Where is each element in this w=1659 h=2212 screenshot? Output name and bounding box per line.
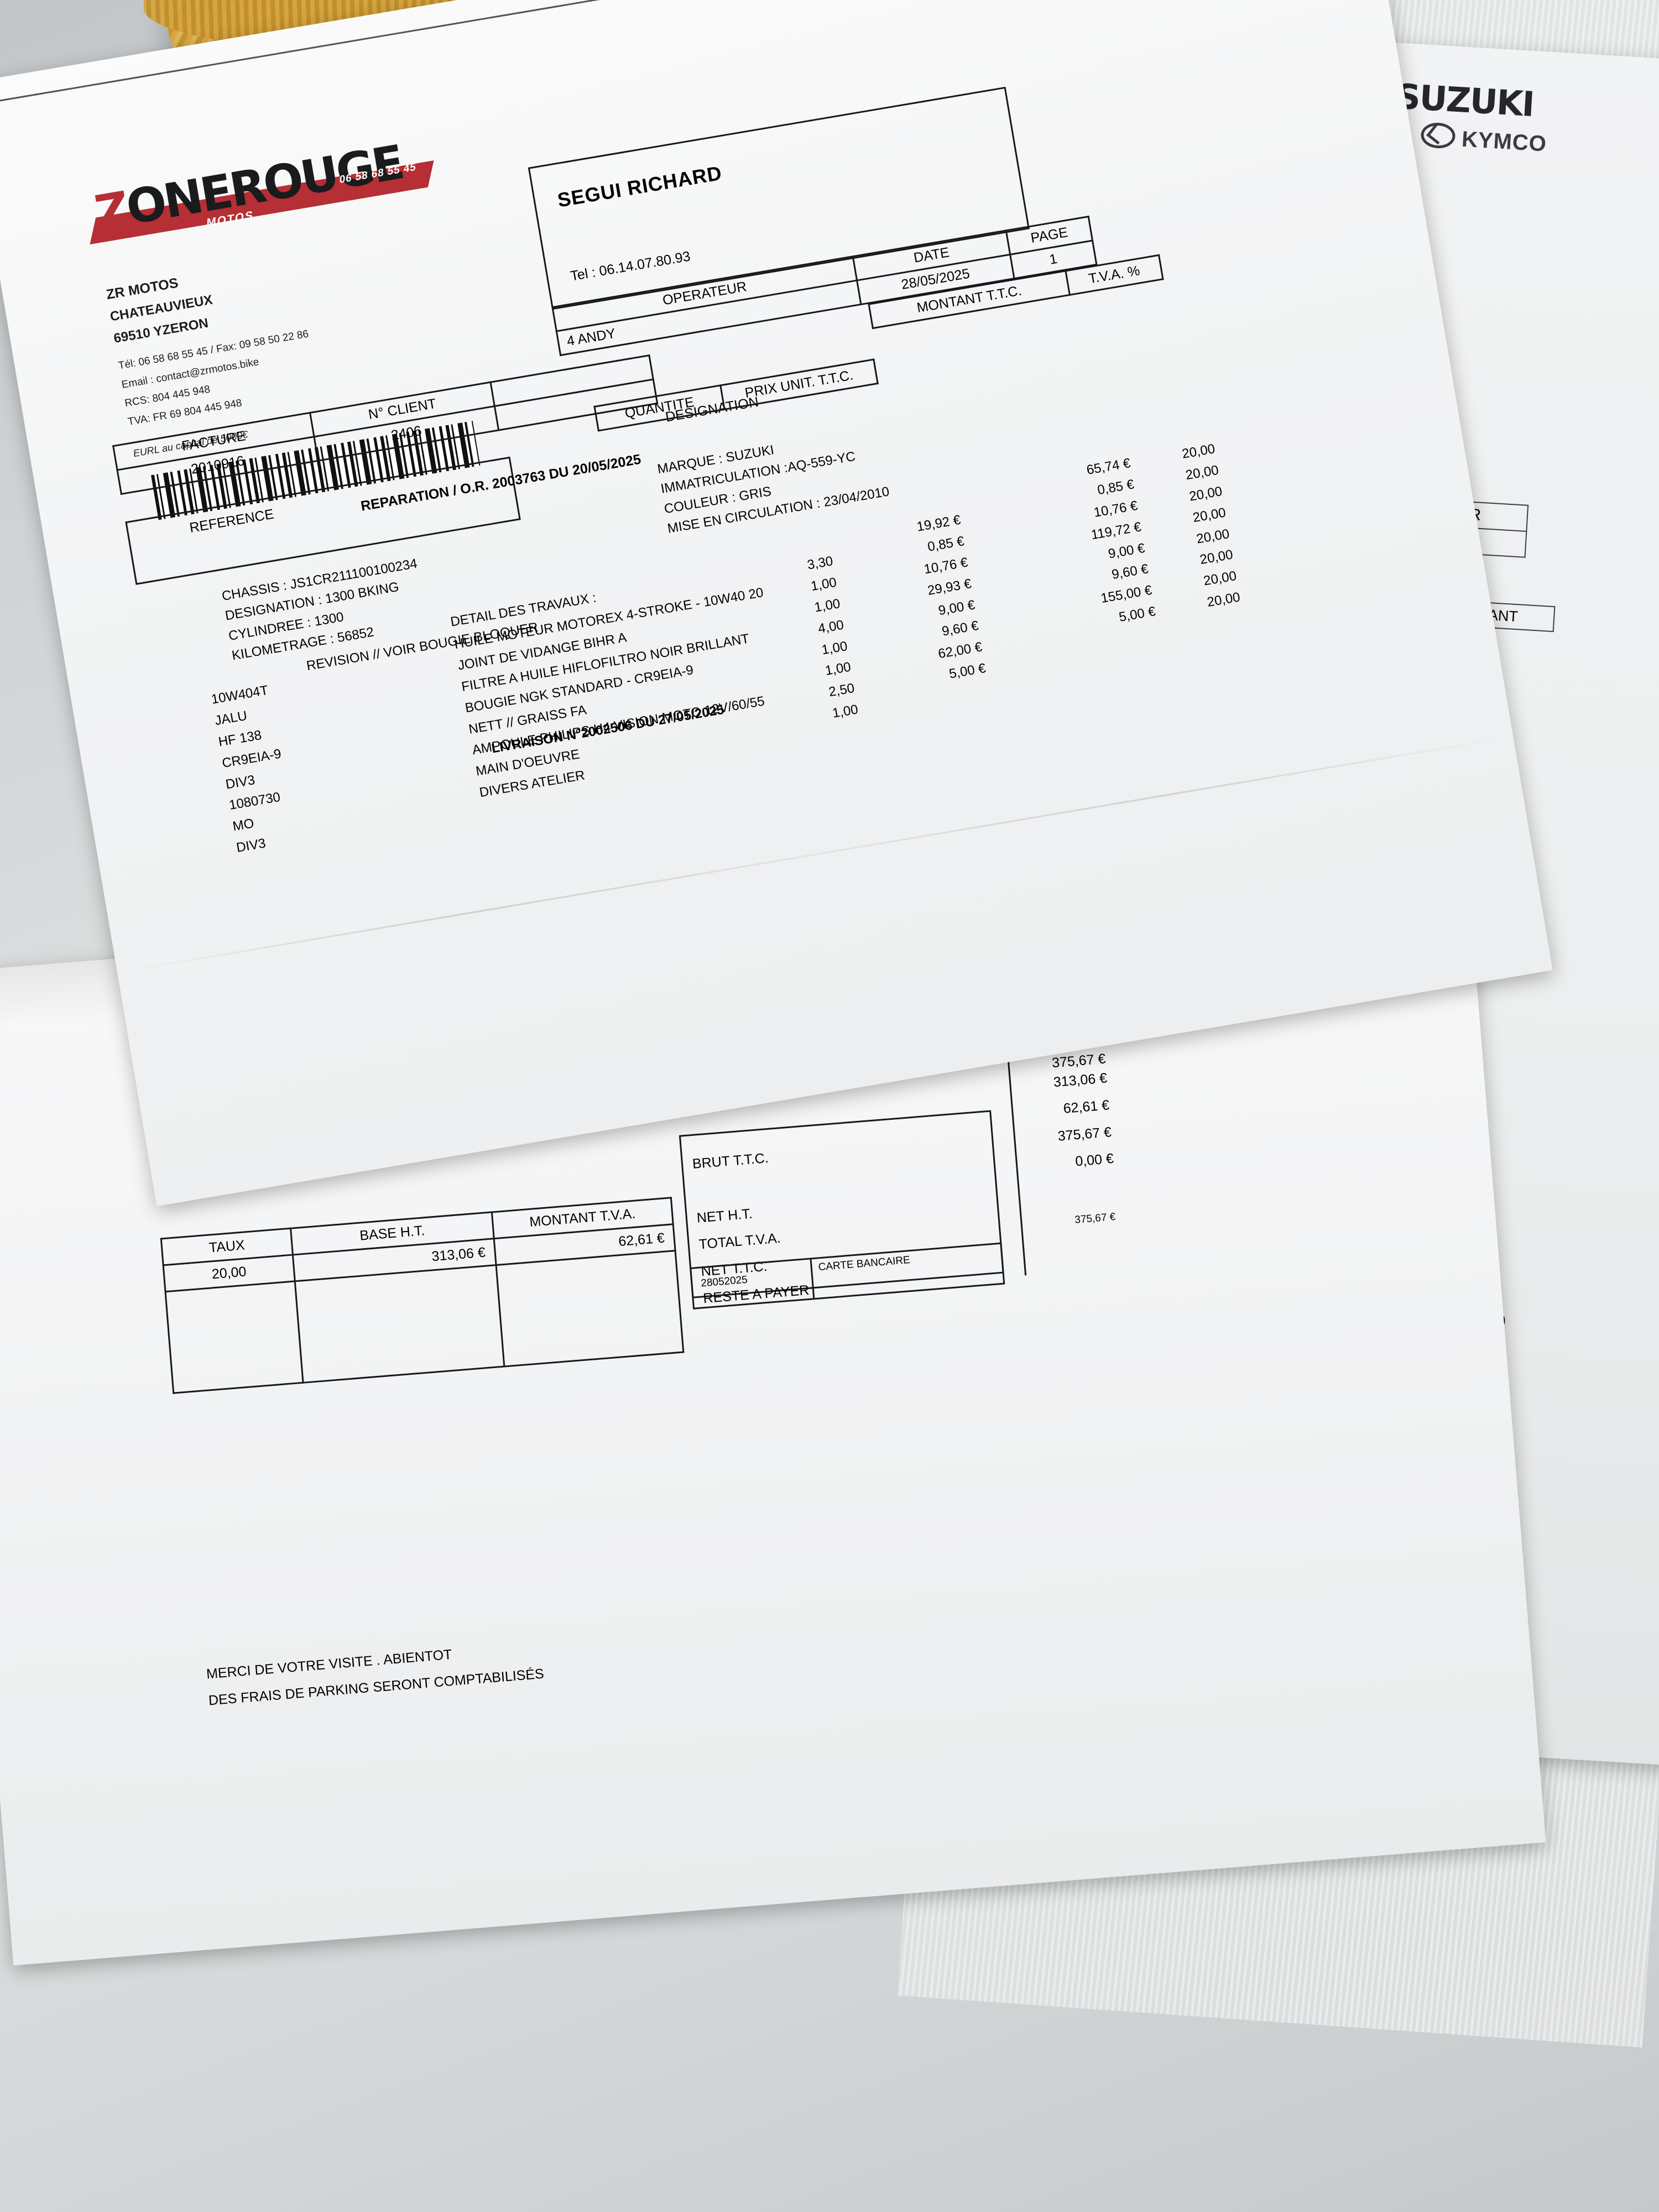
line-item-unit-prices: 19,92 € 0,85 € 10,76 € 29,93 € 9,00 € 9,… (915, 512, 987, 682)
client-tel: Tel : 06.14.07.80.93 (569, 248, 692, 284)
totals-values: 313,06 € 62,61 € 375,67 € 0,00 € (1052, 1070, 1114, 1170)
logo-wordmark: ZONEROUGE (91, 135, 406, 241)
vat-breakdown-table: TAUX BASE H.T. MONTANT T.V.A. 20,00 313,… (160, 1197, 685, 1394)
line-item-quantities: 3,30 1,00 1,00 4,00 1,00 1,00 2,50 1,00 (806, 554, 859, 721)
kymco-brand: KYMCO (1420, 122, 1547, 156)
reference-label: REFERENCE (188, 506, 275, 536)
line-item-tva-rates: 20,00 20,00 20,00 20,00 20,00 20,00 20,0… (1181, 441, 1241, 611)
line-item-amounts: 65,74 € 0,85 € 10,76 € 119,72 € 9,00 € 9… (1085, 455, 1157, 625)
vehicle-info-right: MARQUE : SUZUKI IMMATRICULATION :AQ-559-… (656, 442, 891, 537)
tva-empty-cell-2 (295, 1265, 504, 1383)
kymco-icon (1420, 122, 1456, 149)
line-item-references: 10W404T JALU HF 138 CR9EIA-9 DIV3 108073… (210, 682, 283, 855)
tva-empty-cell-1 (165, 1281, 304, 1394)
client-name: SEGUI RICHARD (555, 161, 724, 212)
payment-divider (810, 1259, 815, 1298)
footer-messages: MERCI DE VOTRE VISITE . ABIENTOT DES FRA… (206, 1646, 545, 1708)
tva-empty-cell-3 (496, 1250, 684, 1367)
